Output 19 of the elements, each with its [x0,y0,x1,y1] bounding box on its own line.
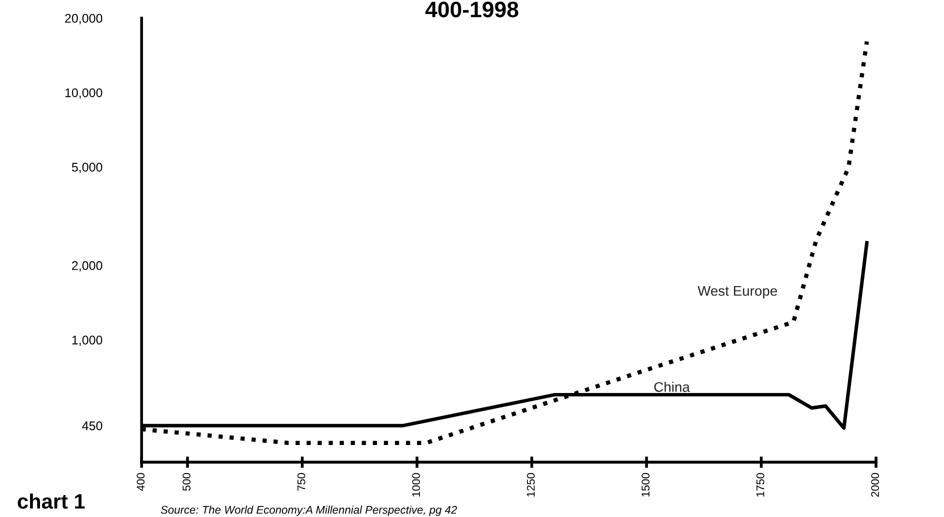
x-tick-label: 500 [182,473,190,491]
x-tick-label: 750 [297,473,306,491]
source-note: Source: The World Economy:A Millennial Perspective, pg 42 [160,506,457,516]
series-label: West Europe [698,286,777,299]
y-tick-label: 1,000 [72,336,102,346]
y-tick-label: 2,000 [72,261,102,272]
x-tick-label: 1000 [412,473,420,496]
y-tick-label: 450 [82,421,102,430]
y-tick-label: 10,000 [65,88,102,99]
y-tick-label: 5,000 [72,162,102,174]
x-tick-label: 400 [136,473,145,491]
chart-title: 400-1998 [425,2,518,18]
series-label: China [654,382,690,392]
x-tick-label: 1500 [642,473,650,496]
x-tick-label: 1250 [526,473,535,496]
x-tick-label: 1750 [756,473,764,496]
caption: chart 1 [18,493,85,509]
x-tick-label: 2000 [871,473,880,497]
y-tick-label: 20,000 [65,14,102,24]
